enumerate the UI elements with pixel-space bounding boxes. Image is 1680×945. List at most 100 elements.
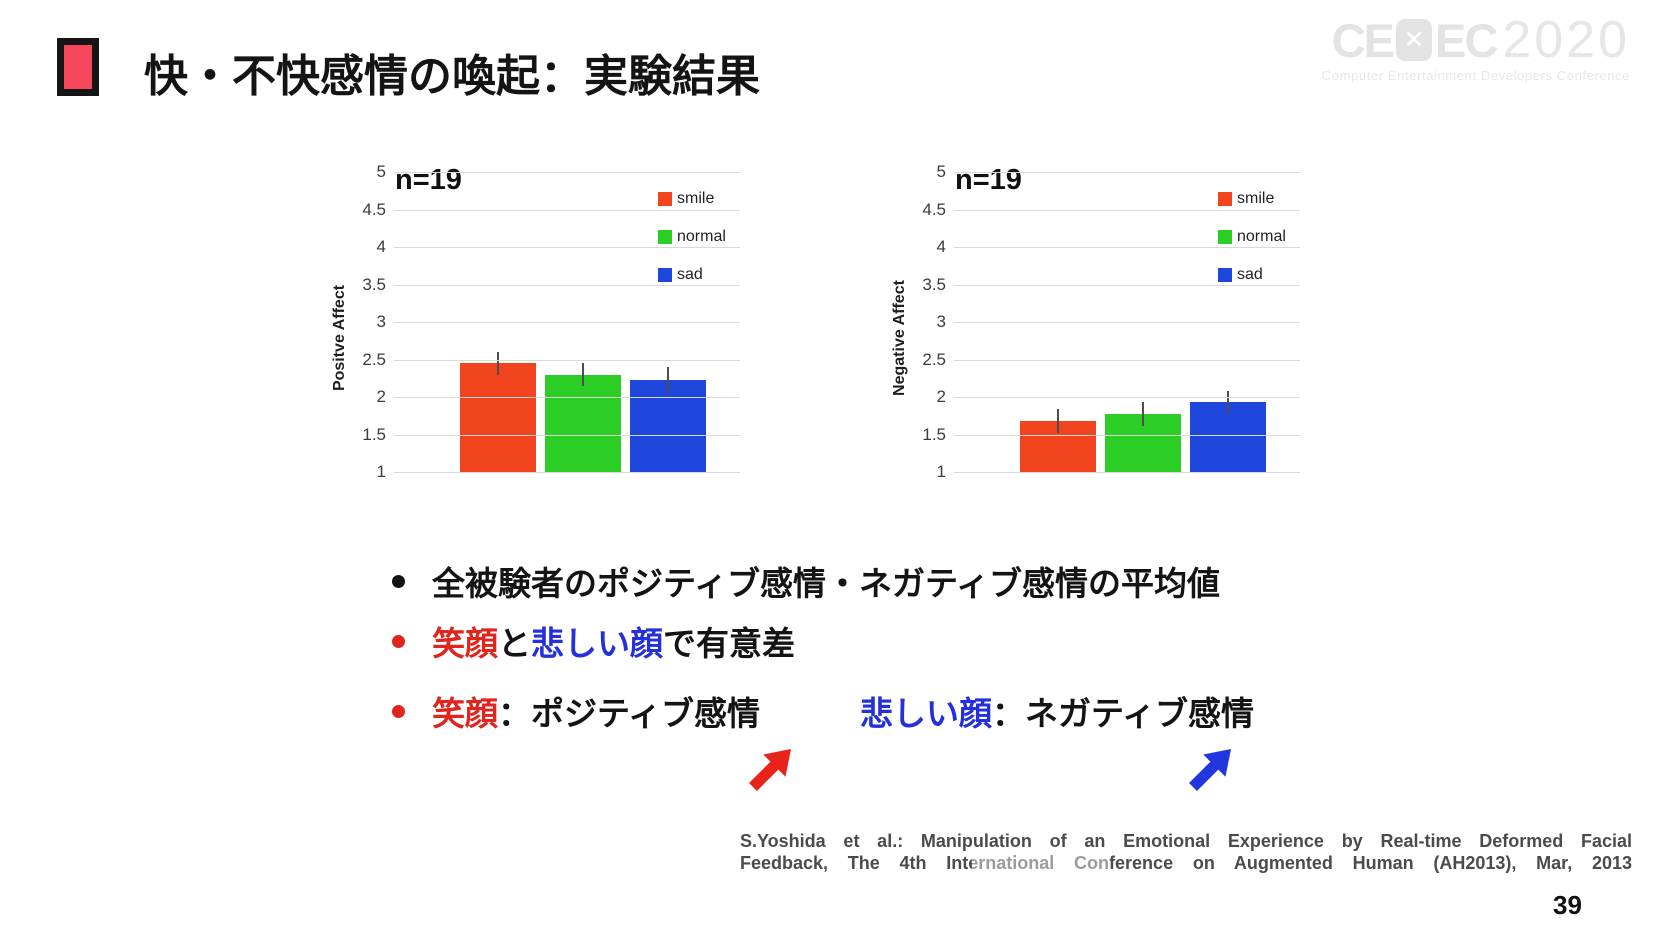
error-bar [582,363,584,386]
legend-swatch [1218,268,1232,282]
legend-item: smile [658,190,714,208]
legend-label: smile [1237,190,1275,207]
positive-affect-chart: Positve Affect n=19 5 4.5 4 3.5 3 2.5 2 1.5 1 smi… [300,148,760,488]
legend-item: sad [658,266,703,284]
chart-gridline [954,247,1300,248]
y-axis-title: Negative Affect [891,280,908,396]
legend-label: sad [677,266,703,283]
citation: S.Yoshida et al.: Manipulation of an Emo… [740,830,1632,874]
watermark-patch [972,856,1110,876]
legend-label: smile [677,190,715,207]
y-axis-tick-label: 1.5 [922,424,946,444]
logo-text-ce: CE [1331,13,1395,67]
bar-smile [460,363,536,472]
y-axis-tick-label: 5 [936,162,946,181]
logo-year: 2020 [1502,11,1630,69]
chart-gridline [954,172,1300,173]
citation-line-2: Feedback, The 4th International Conferen… [740,853,1632,873]
error-bar [667,367,669,393]
y-axis-tick-label: 2.5 [922,349,946,369]
error-bar [1227,391,1229,414]
y-axis-tick-label: 4 [936,237,946,256]
legend-item: normal [658,228,726,246]
chart-gridline [394,472,740,473]
bullet-text: 笑顔：ポジティブ感情 悲しい顔：ネガティブ感情 [432,687,1254,735]
error-bar [1142,401,1144,426]
error-bar [1057,409,1059,433]
legend-swatch [658,268,672,282]
bullet-segment: 笑顔 [432,625,498,662]
y-axis-tick-label: 2.5 [362,349,386,369]
slide-title: 快・不快感情の喚起：実験結果 [144,52,760,101]
chart-gridline [954,434,1300,436]
bullet-dot [392,634,405,648]
bar-sad [630,379,706,472]
blue-up-right-arrow-icon [1189,748,1232,791]
chart-gridline [394,434,740,436]
title-bullet-square [57,38,99,96]
bullet-segment: 全被験者のポジティブ感情・ネガティブ感情の平均値 [432,565,1221,602]
y-axis-tick-label: 4.5 [362,199,386,219]
bullet-item: 笑顔：ポジティブ感情 悲しい顔：ネガティブ感情 [392,690,1254,732]
bullet-item: 笑顔と悲しい顔で有意差 [392,620,795,662]
red-up-right-arrow-icon [749,748,792,791]
bullet-dot [392,574,405,588]
chart-gridline [394,172,740,173]
chart-gridline [394,247,740,248]
logo-text-ec: EC [1435,13,1498,67]
bullet-segment: ：ポジティブ感情 [498,695,761,732]
legend-swatch [658,192,672,206]
bullet-segment: ：ネガティブ感情 [992,695,1255,732]
y-axis-tick-label: 4 [376,237,386,256]
citation-line-1: S.Yoshida et al.: Manipulation of an Emo… [740,831,1632,851]
logo-subtitle: Computer Entertainment Developers Confer… [1321,68,1630,83]
bullet-segment: で有意差 [663,625,795,662]
legend-item: sad [1218,266,1263,284]
cedec-logo: CE ✕ EC 2020 Computer Entertainment Deve… [1322,14,1630,83]
bar-sad [1190,402,1266,472]
y-axis-tick-label: 3 [376,312,386,331]
legend-label: normal [677,228,726,245]
chart-gridline [954,322,1300,323]
y-axis-tick-label: 1 [936,462,946,481]
bullet-segment: 悲しい顔 [531,625,663,662]
chart-gridline [954,284,1300,286]
bullet-text: 全被験者のポジティブ感情・ネガティブ感情の平均値 [432,557,1220,605]
chart-gridline [954,397,1300,398]
sample-size-label: n=19 [395,164,462,196]
legend-item: normal [1218,228,1286,246]
legend-label: sad [1237,266,1263,283]
chart-gridline [394,322,740,323]
y-axis-tick-label: 2 [376,387,386,406]
y-axis-tick-label: 4.5 [922,199,946,219]
bullet-item: 全被験者のポジティブ感情・ネガティブ感情の平均値 [392,560,1220,602]
y-axis-title: Positve Affect [331,284,348,392]
chart-gridline [394,284,740,286]
y-axis-tick-label: 3.5 [922,274,946,294]
chart-gridline [954,209,1300,211]
legend-label: normal [1237,228,1286,245]
sample-size-label: n=19 [955,164,1022,196]
cedec-logo-main: CE ✕ EC 2020 [1322,14,1630,66]
negative-affect-chart: Negative Affect n=19 5 4.5 4 3.5 3 2.5 2 1.5 1 sm… [860,148,1320,488]
bullet-text: 笑顔と悲しい顔で有意差 [432,617,795,665]
legend-swatch [1218,192,1232,206]
bar-normal [545,374,621,472]
bullet-dot [392,704,405,718]
chart-gridline [954,472,1300,473]
plot-area [960,172,1300,472]
page-number: 39 [1553,890,1582,920]
y-axis-tick-label: 3.5 [362,274,386,294]
chart-gridline [954,359,1300,361]
plot-area [400,172,740,472]
y-axis-tick-label: 1 [376,462,386,481]
y-axis-tick-label: 1.5 [362,424,386,444]
error-bar [497,352,499,375]
legend-swatch [1218,230,1232,244]
logo-x-icon: ✕ [1396,19,1433,61]
chart-gridline [394,359,740,361]
legend-swatch [658,230,672,244]
y-axis-tick-label: 2 [936,387,946,406]
bullet-segment: 笑顔 [432,695,498,732]
